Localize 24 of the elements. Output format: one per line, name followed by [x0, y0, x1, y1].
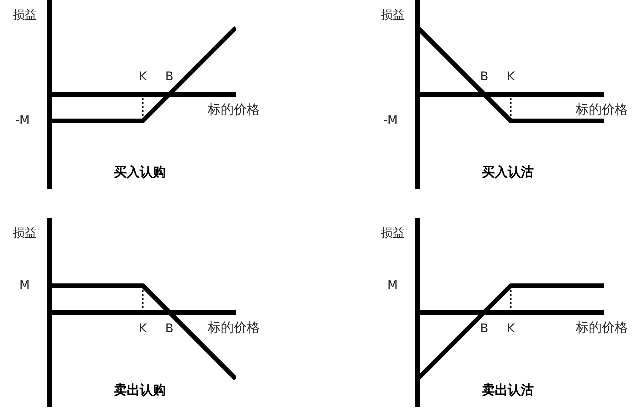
text: 买入认沽	[482, 164, 534, 180]
y-axis-title: 损益	[13, 8, 37, 22]
x-tick-label: K	[139, 322, 148, 336]
x-tick-label: K	[507, 70, 516, 84]
text: -M	[15, 113, 30, 128]
x-axis-title: 标的价格	[207, 320, 260, 336]
y-axis-title: 损益	[381, 8, 405, 22]
text: M	[20, 278, 30, 292]
text: -M	[383, 113, 398, 128]
x-tick-label: B	[480, 322, 489, 336]
x-axis-title: 标的价格	[207, 102, 260, 118]
text: M	[388, 278, 398, 292]
x-axis-title: 标的价格	[575, 320, 628, 336]
x-tick-label: B	[165, 70, 174, 84]
y-axis-title: 损益	[13, 226, 37, 240]
x-axis-title: 标的价格	[575, 102, 628, 118]
y-axis-title: 损益	[381, 226, 405, 240]
text: 买入认购	[114, 164, 166, 180]
x-tick-label: K	[139, 70, 148, 84]
x-tick-label: K	[507, 322, 516, 336]
x-tick-label: B	[480, 70, 489, 84]
text: 卖出认沽	[482, 383, 534, 398]
x-tick-label: B	[165, 322, 174, 336]
text: 卖出认购	[114, 383, 166, 398]
